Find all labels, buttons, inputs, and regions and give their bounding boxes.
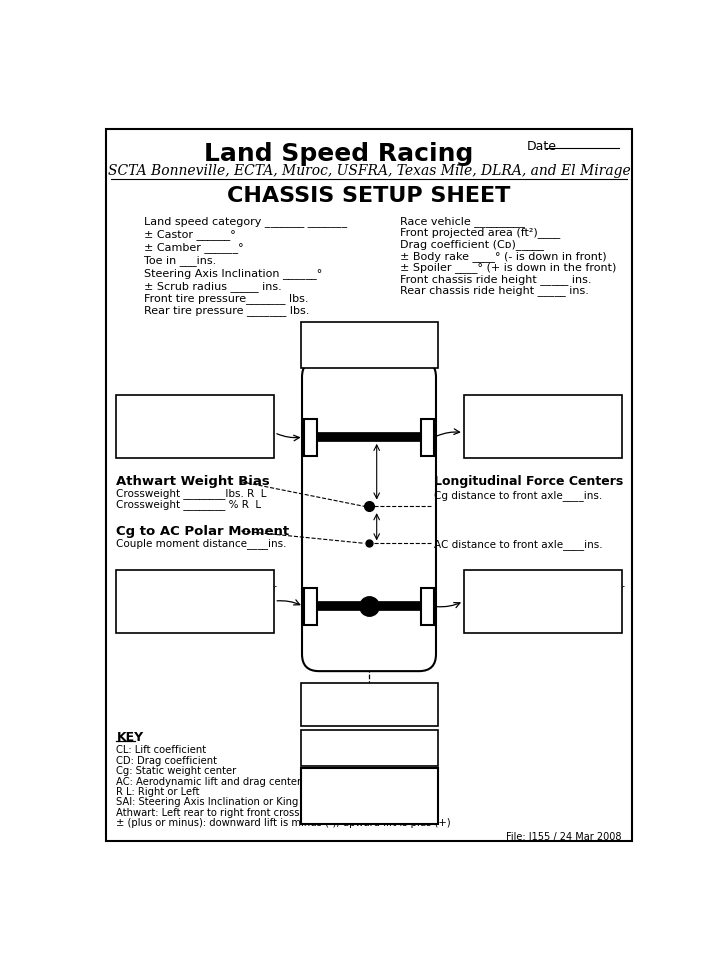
Text: Left Rear: Left Rear [163, 571, 228, 585]
Text: With driver__________lbs.: With driver__________lbs. [306, 788, 435, 799]
Text: Vehicle Rear: Vehicle Rear [326, 685, 413, 699]
FancyBboxPatch shape [302, 360, 436, 671]
Text: Weight_______lbs. with driver: Weight_______lbs. with driver [467, 409, 618, 420]
Text: Right Rear: Right Rear [505, 571, 580, 585]
Bar [301, 768, 438, 824]
Text: Crossweight ________ % R  L: Crossweight ________ % R L [117, 499, 261, 511]
Text: Athwart Weight Bias: Athwart Weight Bias [117, 475, 270, 489]
Text: Est. ±Cᴸ_______: Est. ±Cᴸ_______ [120, 432, 199, 443]
Text: Steering Axis Inclination ______°: Steering Axis Inclination ______° [144, 269, 323, 279]
Text: Rear chassis ride height _____ ins.: Rear chassis ride height _____ ins. [400, 285, 589, 297]
Text: Longitudinal Force Centers: Longitudinal Force Centers [434, 475, 624, 489]
Text: Front tire pressure_______ lbs.: Front tire pressure_______ lbs. [144, 293, 309, 304]
Bar [464, 395, 621, 458]
Text: ± Body rake ____° (- is down in front): ± Body rake ____° (- is down in front) [400, 251, 606, 261]
Text: Est. ± Cᴸ_______: Est. ± Cᴸ_______ [120, 607, 202, 617]
Text: R L: Right or Left: R L: Right or Left [117, 787, 200, 797]
Text: Vehicle Front: Vehicle Front [324, 324, 415, 337]
Bar [117, 395, 274, 458]
Bar [304, 588, 317, 625]
Bar [421, 588, 434, 625]
Text: Weight________lbs. with driver: Weight________lbs. with driver [467, 584, 624, 594]
Text: AC distance to front axle____ins.: AC distance to front axle____ins. [434, 540, 603, 550]
Text: Land Speed Racing: Land Speed Racing [204, 142, 473, 166]
Text: KEY: KEY [117, 731, 143, 744]
Text: Spring rate________lbs./in²: Spring rate________lbs./in² [120, 444, 256, 454]
Text: Front weight_________lbs.: Front weight_________lbs. [306, 337, 436, 348]
Text: File: J155 / 24 Mar 2008: File: J155 / 24 Mar 2008 [506, 832, 621, 843]
Text: ± Camber ______°: ± Camber ______° [144, 242, 244, 253]
Bar [421, 419, 434, 456]
Text: Total Ballast Added: Total Ballast Added [310, 733, 430, 744]
Text: CL: Lift coefficient: CL: Lift coefficient [117, 746, 207, 756]
Text: Est. ± Cᴸ_______: Est. ± Cᴸ_______ [467, 607, 550, 617]
Text: CD: Drag coefficient: CD: Drag coefficient [117, 756, 217, 766]
Text: Without driver_______lbs.: Without driver_______lbs. [306, 805, 436, 816]
Text: ____________lbs.: ____________lbs. [329, 750, 410, 760]
Text: Spring rate________lbs./in²: Spring rate________lbs./in² [467, 444, 603, 454]
Text: Toe in ___ins.: Toe in ___ins. [144, 255, 217, 266]
Text: ± Spoiler ____° (+ is down in the front): ± Spoiler ____° (+ is down in the front) [400, 262, 616, 273]
Text: Date: Date [527, 139, 557, 153]
Bar [464, 569, 621, 633]
Bar [117, 569, 274, 633]
Text: Couple moment distance____ins.: Couple moment distance____ins. [117, 538, 287, 549]
Text: Right Front: Right Front [503, 396, 582, 410]
Text: ± Castor ______°: ± Castor ______° [144, 229, 236, 240]
Text: ± (plus or minus): downward lift is minus (-); upward lift is plus (+): ± (plus or minus): downward lift is minu… [117, 818, 451, 828]
Text: Tire dia._____ins: Tire dia._____ins [467, 595, 551, 606]
Text: Land speed category _______ _______: Land speed category _______ _______ [144, 216, 347, 227]
Text: Spring rate________lbs./in²: Spring rate________lbs./in² [120, 618, 256, 629]
Text: TOTAL WEIGHT: TOTAL WEIGHT [311, 771, 428, 785]
Text: CHASSIS SETUP SHEET: CHASSIS SETUP SHEET [228, 186, 510, 206]
Text: Front chassis ride height _____ ins.: Front chassis ride height _____ ins. [400, 274, 591, 285]
Text: Weight________lbs. with driver: Weight________lbs. with driver [120, 584, 276, 594]
Text: SCTA Bonneville, ECTA, Muroc, USFRA, Texas Mile, DLRA, and El Mirage: SCTA Bonneville, ECTA, Muroc, USFRA, Tex… [107, 163, 631, 178]
Text: Rear weight %_______: Rear weight %_______ [306, 712, 418, 723]
Bar [301, 322, 438, 368]
Text: Front weight %_______: Front weight %_______ [306, 350, 420, 361]
Text: Tire dia.______ins.: Tire dia.______ins. [467, 420, 559, 431]
Text: Spring rate________lbs./in²: Spring rate________lbs./in² [467, 618, 603, 629]
Text: SAI: Steering Axis Inclination or King Pin Inclination angle (KPI): SAI: Steering Axis Inclination or King P… [117, 798, 429, 807]
Text: Drag coefficient (Cᴅ)_____: Drag coefficient (Cᴅ)_____ [400, 239, 544, 250]
Text: Cg to AC Polar Moment: Cg to AC Polar Moment [117, 524, 289, 538]
Text: Front projected area (ft²)____: Front projected area (ft²)____ [400, 228, 560, 238]
Text: AC: Aerodynamic lift and drag center: AC: Aerodynamic lift and drag center [117, 777, 302, 786]
Bar [301, 684, 438, 726]
Text: Crossweight ________lbs. R  L: Crossweight ________lbs. R L [117, 489, 267, 499]
Text: ± Scrub radius _____ ins.: ± Scrub radius _____ ins. [144, 280, 282, 292]
Bar [304, 419, 317, 456]
Text: Tire dia.______ins.: Tire dia.______ins. [120, 595, 212, 606]
Text: Rear weight__________lbs.: Rear weight__________lbs. [306, 699, 439, 709]
Text: Tire dia.______ins.: Tire dia.______ins. [120, 420, 212, 431]
Text: Cg: Static weight center: Cg: Static weight center [117, 766, 237, 777]
Text: Weight_______lbs. with driver: Weight_______lbs. with driver [120, 409, 271, 420]
Text: Race vehicle _________: Race vehicle _________ [400, 216, 525, 227]
Text: Athwart: Left rear to right front cross weight: Athwart: Left rear to right front cross … [117, 807, 337, 818]
Bar [301, 730, 438, 766]
Text: Left Front: Left Front [161, 396, 230, 410]
Text: Rear tire pressure _______ lbs.: Rear tire pressure _______ lbs. [144, 305, 310, 316]
Text: Cg distance to front axle____ins.: Cg distance to front axle____ins. [434, 491, 603, 501]
Text: Est. ± Cᴸ_______: Est. ± Cᴸ_______ [467, 432, 550, 443]
